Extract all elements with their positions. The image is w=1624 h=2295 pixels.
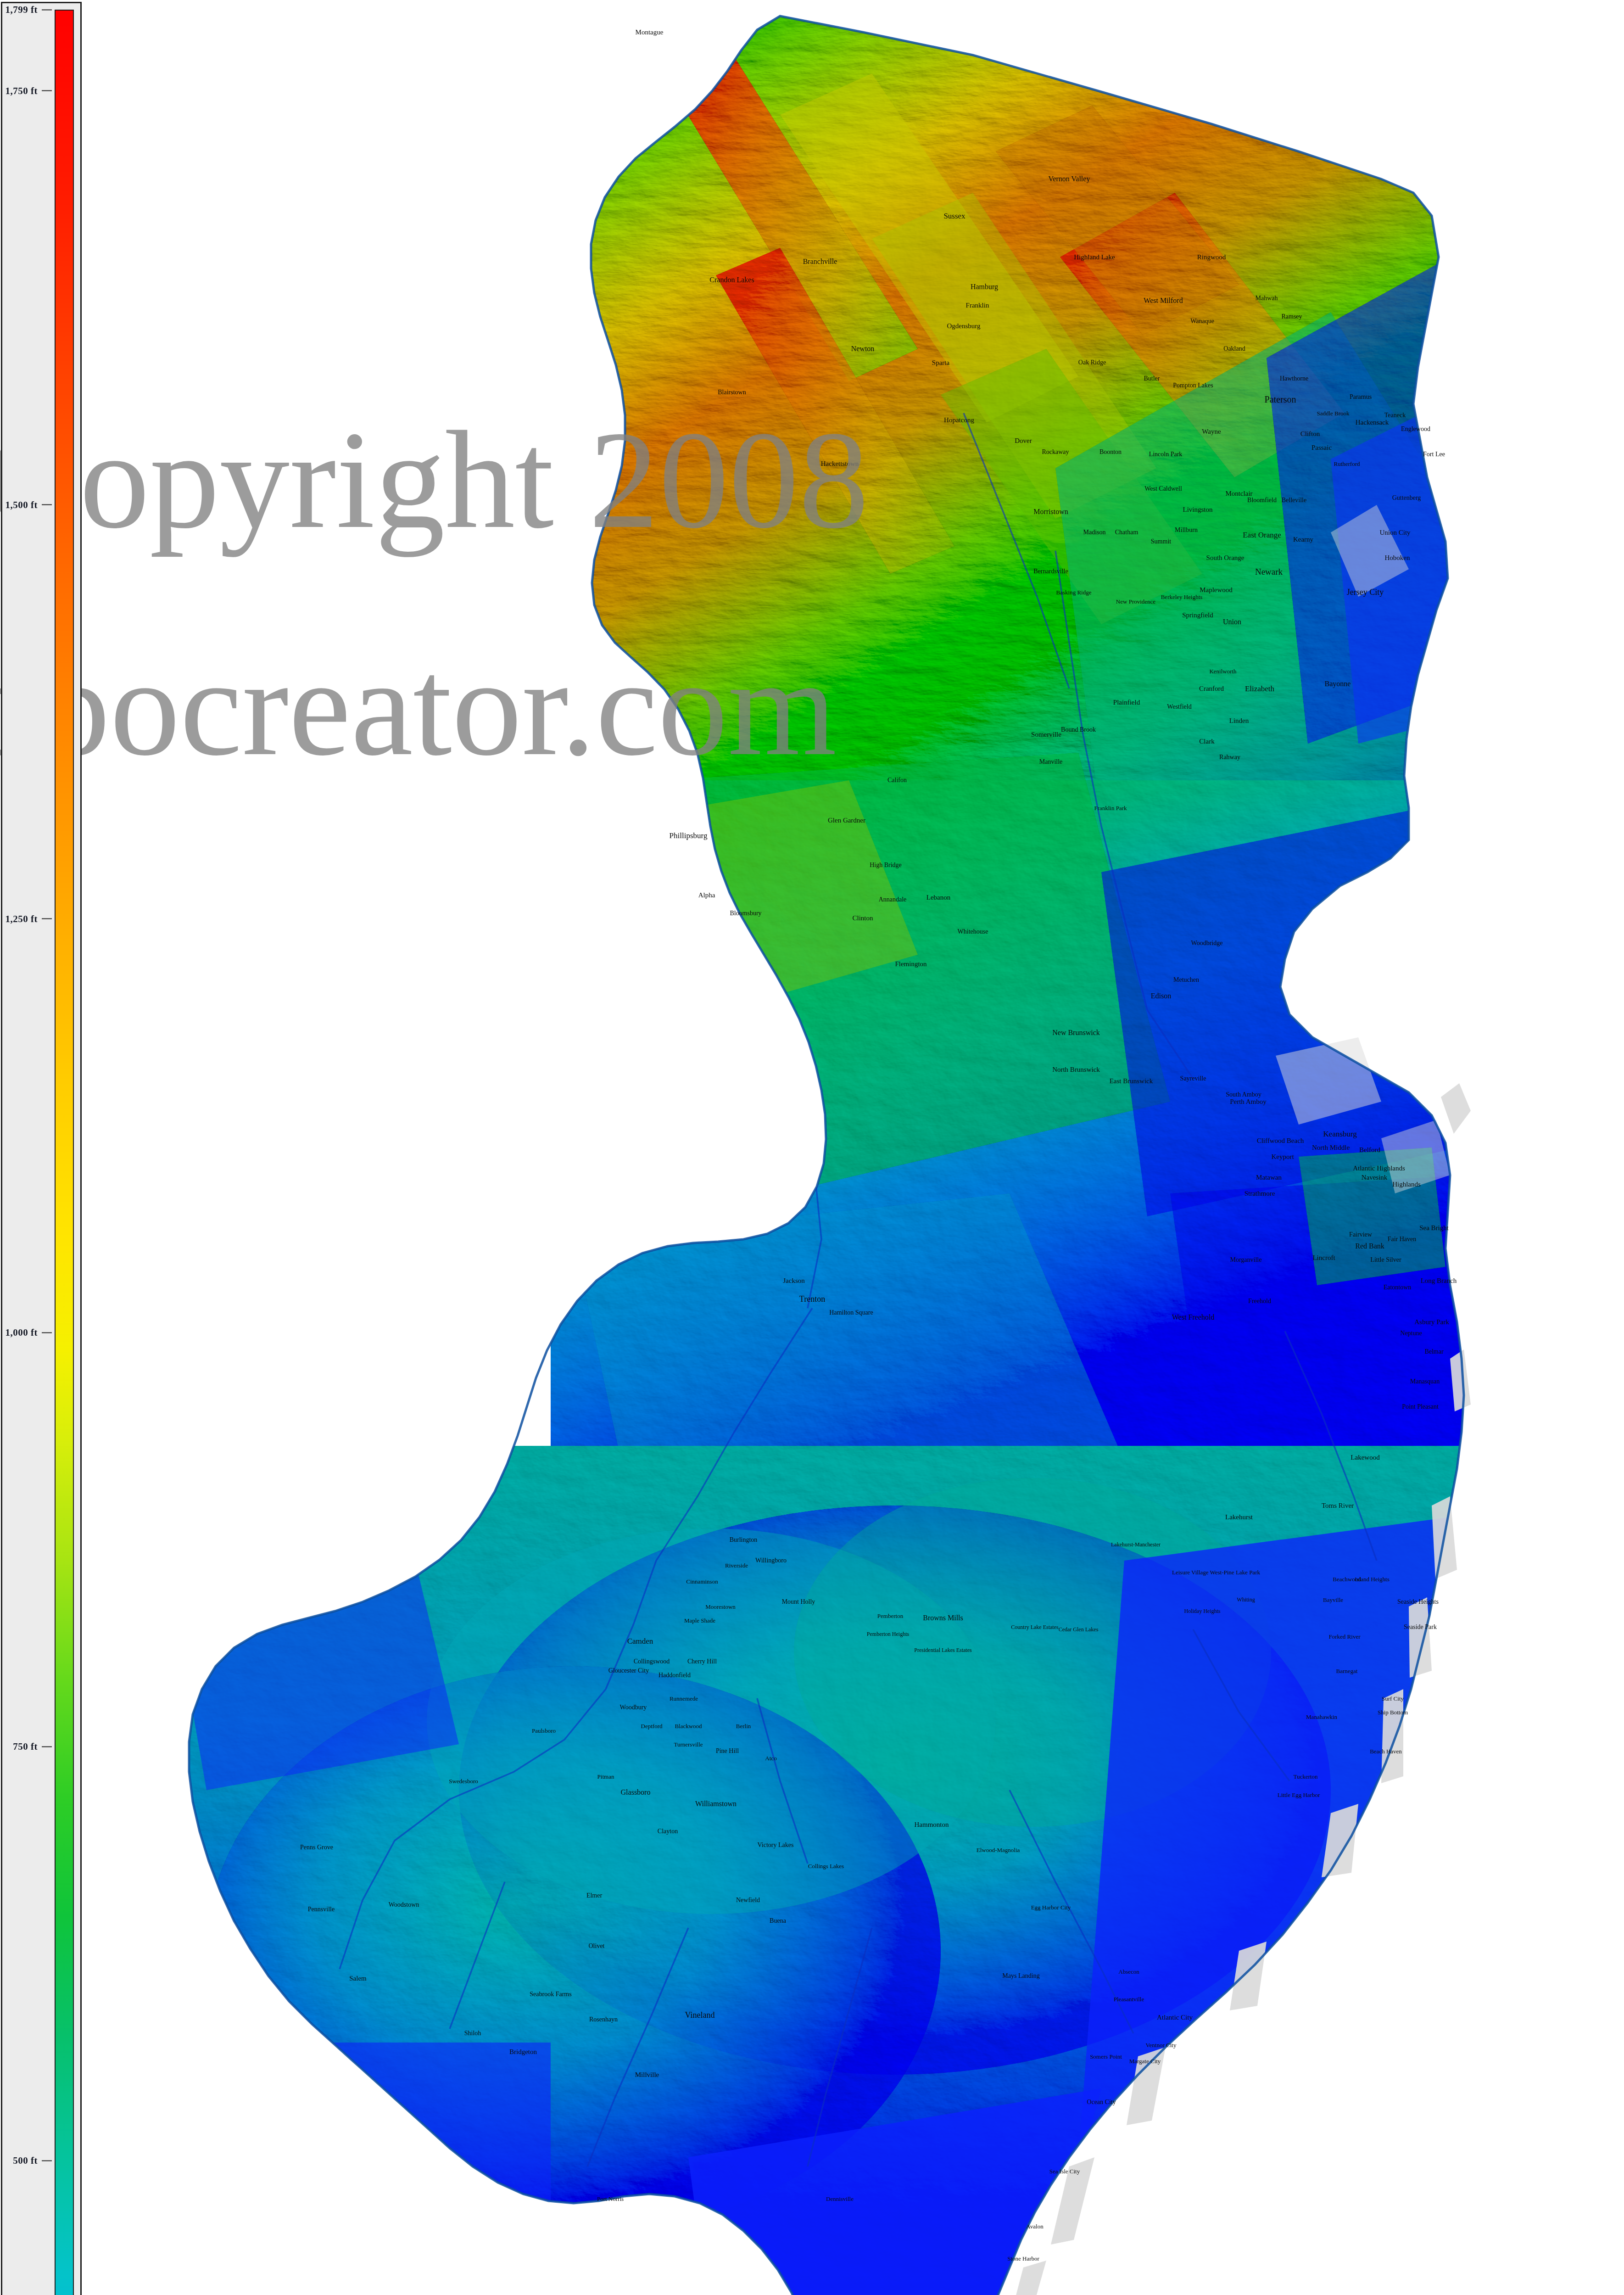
relief-central <box>551 753 1514 1561</box>
elevation-legend: 1,799 ft 1,750 ft 1,500 ft 1,250 ft 1,000 ft… <box>1 2 82 2295</box>
legend-tick: 1,750 ft <box>6 85 52 96</box>
legend-tick-mark <box>42 504 52 505</box>
legend-tick-mark <box>42 9 52 10</box>
legend-tick-label: 500 ft <box>13 2155 38 2166</box>
legend-tick-label: 1,000 ft <box>6 1327 38 1338</box>
legend-tick: 750 ft <box>13 1741 52 1752</box>
relief-south <box>174 1446 1505 2295</box>
legend-tick: 1,250 ft <box>6 913 52 924</box>
legend-tick-mark <box>42 918 52 919</box>
legend-tick-label: 1,750 ft <box>6 85 38 96</box>
legend-colorbar <box>55 10 74 2295</box>
legend-tick-mark <box>42 1332 52 1333</box>
legend-tick-mark <box>42 2160 52 2161</box>
legend-tick: 1,500 ft <box>6 499 52 510</box>
legend-tick-mark <box>42 90 52 91</box>
legend-tick: 1,799 ft <box>6 4 52 16</box>
relief-north <box>551 0 1514 849</box>
legend-tick-labels: 1,799 ft 1,750 ft 1,500 ft 1,250 ft 1,000 ft… <box>2 3 52 2295</box>
legend-tick-label: 750 ft <box>13 1741 38 1752</box>
legend-tick: 1,000 ft <box>6 1327 52 1338</box>
legend-tick-label: 1,250 ft <box>6 913 38 924</box>
topographic-map <box>0 0 1624 2295</box>
legend-tick-label: 1,500 ft <box>6 499 38 510</box>
legend-tick-mark <box>42 1746 52 1747</box>
legend-tick: 500 ft <box>13 2155 52 2166</box>
map-relief-svg <box>0 0 1624 2295</box>
legend-colorbar-gradient <box>56 11 73 2295</box>
legend-tick-label: 1,799 ft <box>6 4 38 16</box>
